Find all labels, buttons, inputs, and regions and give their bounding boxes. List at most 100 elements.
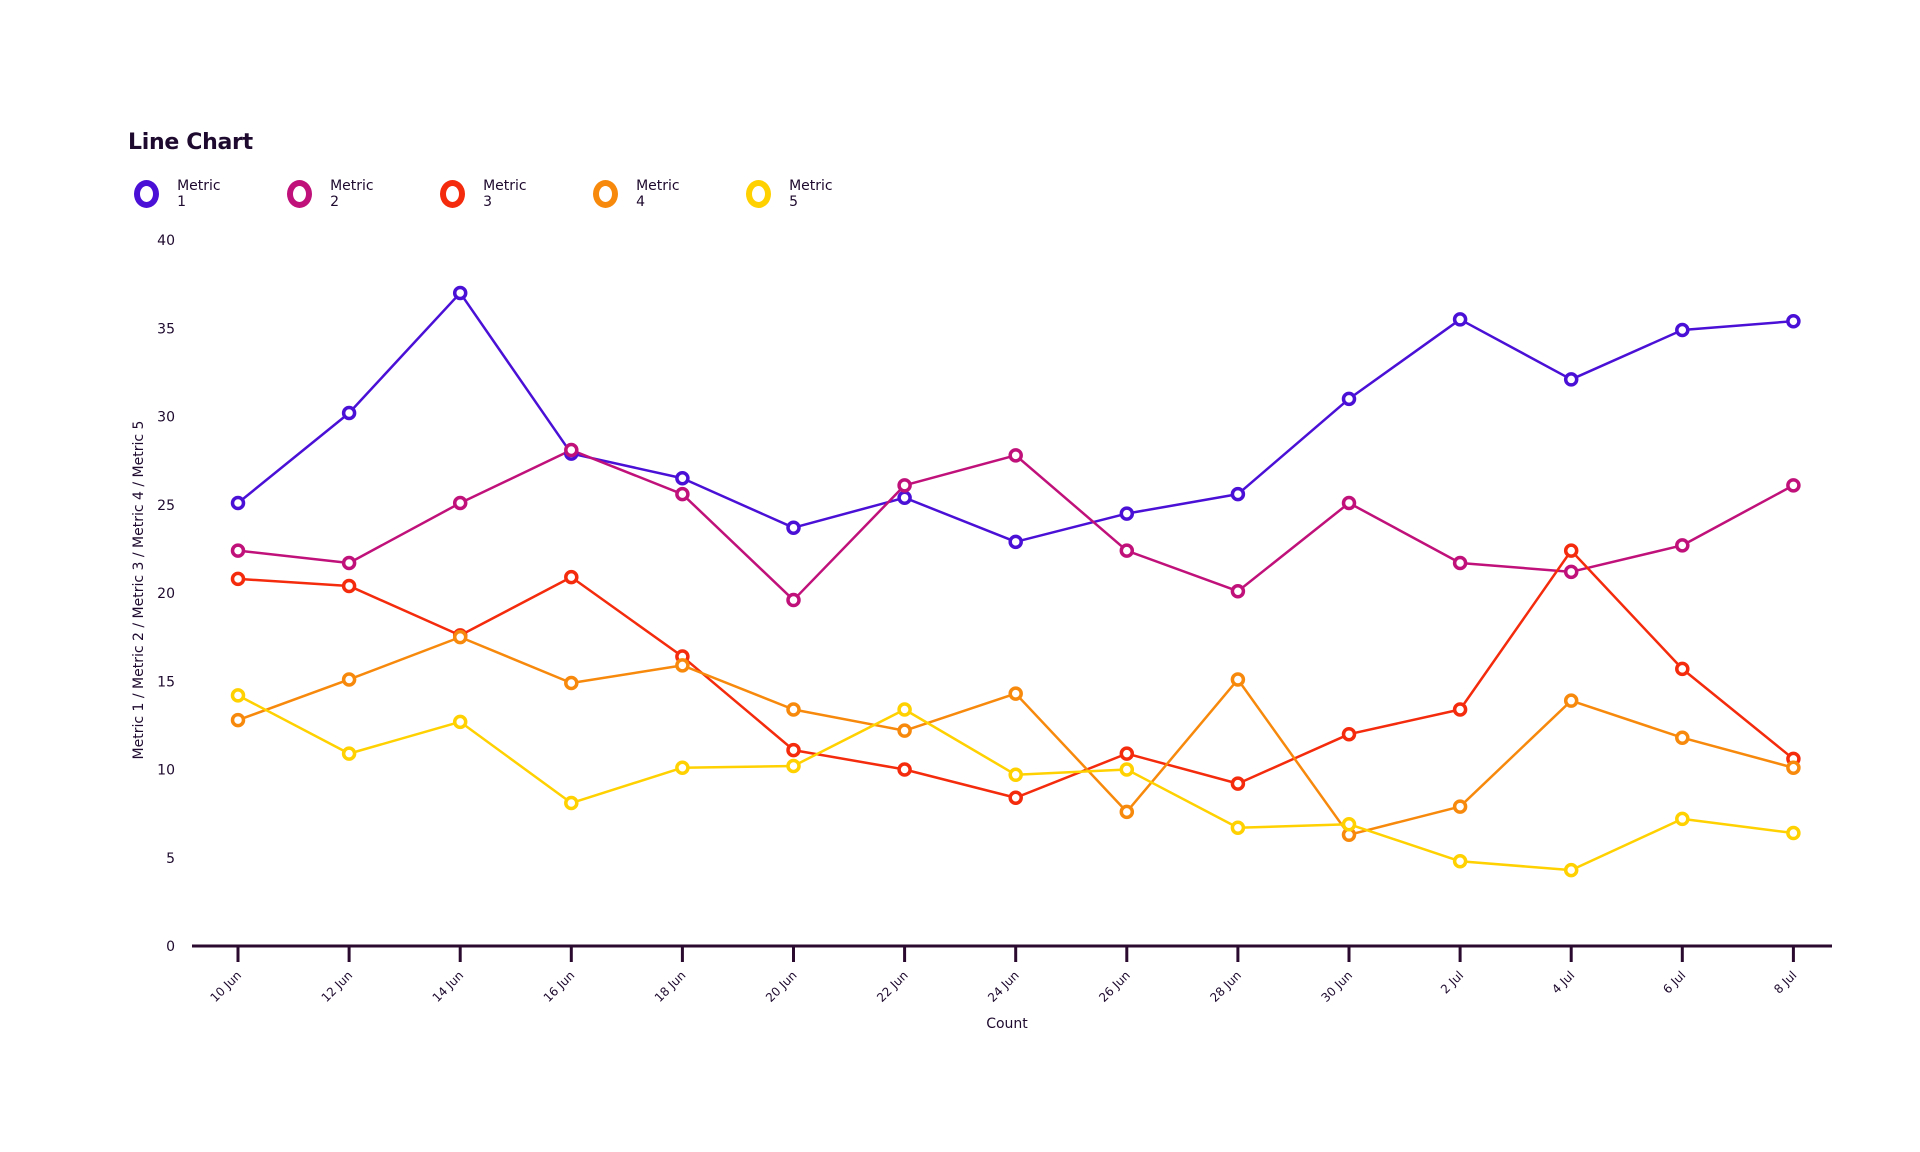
data-point-metric-5-16-jun	[564, 795, 579, 811]
data-point-metric-3-4-jul	[1563, 543, 1579, 558]
legend-item-metric-2: Metric 2	[287, 178, 377, 210]
data-point-metric-3-16-jun	[564, 569, 579, 585]
data-point-metric-3-20-jun	[786, 742, 801, 758]
data-point-metric-1-14-jun	[452, 285, 468, 301]
legend-marker-metric-3	[440, 180, 466, 208]
data-point-metric-2-14-jun	[452, 495, 468, 511]
legend-marker-metric-2	[287, 180, 313, 208]
legend-label-metric-5: Metric 5	[789, 178, 833, 210]
data-point-metric-3-12-jun	[341, 578, 357, 594]
data-point-metric-1-12-jun	[341, 405, 357, 421]
x-tick-label-8-jul: 8 Jul	[1771, 968, 1799, 996]
x-axis-ticks: 10 Jun 12 Jun 14 Jun 16 Jun 18 Jun 20 Jun 22 J…	[207, 946, 1800, 1005]
data-point-metric-4-16-jun	[564, 675, 579, 691]
data-point-metric-1-10-jun	[230, 495, 246, 511]
y-axis-label: Metric 1 / Metric 2 / Metric 3 / Metric …	[131, 421, 147, 760]
data-point-metric-2-26-jun	[1119, 543, 1135, 558]
data-point-metric-4-12-jun	[341, 672, 357, 687]
x-tick-label-6-jul: 6 Jul	[1660, 968, 1688, 996]
y-tick-label-10: 10	[157, 763, 175, 779]
data-point-metric-2-2-jul	[1452, 555, 1468, 571]
x-tick-label-20-jun: 20 Jun	[763, 968, 800, 1005]
data-point-metric-2-8-jul	[1786, 478, 1801, 493]
data-point-metric-2-22-jun	[897, 478, 912, 493]
legend-label-metric-3: Metric 3	[483, 178, 527, 210]
data-point-metric-5-20-jun	[786, 758, 801, 774]
data-point-metric-5-26-jun	[1119, 762, 1135, 777]
data-point-metric-4-24-jun	[1008, 686, 1023, 701]
data-point-metric-5-8-jul	[1786, 825, 1801, 841]
data-point-metric-2-16-jun	[564, 442, 579, 458]
data-point-metric-4-6-jul	[1675, 730, 1690, 745]
chart-title: Line Chart	[128, 130, 253, 155]
y-tick-label-25: 25	[157, 498, 175, 514]
data-point-metric-2-28-jun	[1230, 583, 1246, 599]
data-point-metric-1-24-jun	[1008, 534, 1023, 550]
data-point-metric-5-24-jun	[1008, 767, 1023, 783]
data-point-metric-1-30-jun	[1341, 391, 1357, 407]
data-point-metric-3-10-jun	[230, 571, 246, 587]
data-point-metric-4-28-jun	[1230, 672, 1246, 687]
data-point-metric-4-8-jul	[1786, 760, 1801, 775]
legend-label-metric-4: Metric 4	[636, 178, 680, 210]
series-line-metric-1	[237, 291, 1794, 544]
x-tick-label-16-jun: 16 Jun	[541, 968, 578, 1005]
data-point-metric-5-14-jun	[452, 714, 468, 730]
data-point-metric-2-30-jun	[1341, 495, 1357, 511]
series-line-metric-2	[237, 448, 1794, 602]
data-point-metric-3-30-jun	[1341, 726, 1357, 742]
legend-marker-metric-1	[134, 180, 160, 208]
legend-item-metric-4: Metric 4	[593, 178, 683, 210]
x-tick-label-2-jul: 2 Jul	[1438, 968, 1466, 996]
x-tick-label-22-jun: 22 Jun	[874, 968, 911, 1005]
series-line-metric-4	[237, 635, 1794, 837]
data-point-metric-4-10-jun	[230, 712, 246, 728]
data-point-metric-4-22-jun	[897, 723, 912, 738]
data-point-metric-3-2-jul	[1452, 702, 1468, 717]
data-point-metric-2-12-jun	[341, 555, 357, 571]
legend-marker-metric-5	[746, 180, 772, 208]
y-tick-label-20: 20	[157, 586, 175, 602]
data-point-metric-5-28-jun	[1230, 820, 1246, 835]
y-tick-label-15: 15	[157, 674, 175, 690]
legend-label-metric-2: Metric 2	[330, 178, 374, 210]
y-axis-ticks: 0 5 10 15 20 25 30 35 40	[157, 233, 175, 955]
data-point-metric-5-22-jun	[897, 702, 912, 717]
x-tick-label-12-jun: 12 Jun	[319, 968, 356, 1005]
data-point-metric-1-6-jul	[1675, 322, 1690, 338]
legend-item-metric-3: Metric 3	[440, 178, 530, 210]
data-point-metric-3-24-jun	[1008, 790, 1023, 805]
data-point-metric-5-30-jun	[1341, 816, 1357, 832]
data-point-metric-4-2-jul	[1452, 799, 1468, 814]
data-point-metric-3-6-jul	[1675, 661, 1690, 677]
data-point-metric-1-22-jun	[897, 490, 912, 505]
data-point-metric-1-28-jun	[1230, 486, 1246, 502]
y-tick-label-5: 5	[166, 851, 175, 867]
data-point-metric-5-6-jul	[1675, 811, 1690, 827]
series-points	[230, 285, 1801, 878]
y-tick-label-0: 0	[166, 939, 175, 955]
data-point-metric-3-26-jun	[1119, 746, 1135, 761]
x-tick-label-10-jun: 10 Jun	[207, 968, 244, 1005]
data-point-metric-1-20-jun	[786, 520, 801, 535]
data-point-metric-5-4-jul	[1563, 862, 1579, 878]
data-point-metric-2-6-jul	[1675, 538, 1690, 553]
data-point-metric-1-26-jun	[1119, 506, 1135, 521]
data-point-metric-5-10-jun	[230, 688, 246, 703]
data-point-metric-4-26-jun	[1119, 804, 1135, 820]
data-point-metric-5-12-jun	[341, 746, 357, 761]
legend-label-metric-1: Metric 1	[177, 178, 221, 210]
data-point-metric-2-10-jun	[230, 543, 246, 558]
data-point-metric-4-18-jun	[675, 658, 690, 673]
x-tick-label-18-jun: 18 Jun	[652, 968, 689, 1005]
series-line-metric-3	[237, 549, 1795, 799]
y-tick-label-35: 35	[157, 321, 175, 337]
x-tick-label-30-jun: 30 Jun	[1318, 968, 1355, 1005]
legend-item-metric-1: Metric 1	[134, 178, 224, 210]
data-point-metric-1-2-jul	[1452, 312, 1468, 327]
data-point-metric-1-8-jul	[1786, 313, 1801, 329]
data-point-metric-2-24-jun	[1008, 448, 1023, 463]
x-tick-label-14-jun: 14 Jun	[430, 968, 467, 1005]
data-point-metric-1-4-jul	[1563, 372, 1579, 387]
